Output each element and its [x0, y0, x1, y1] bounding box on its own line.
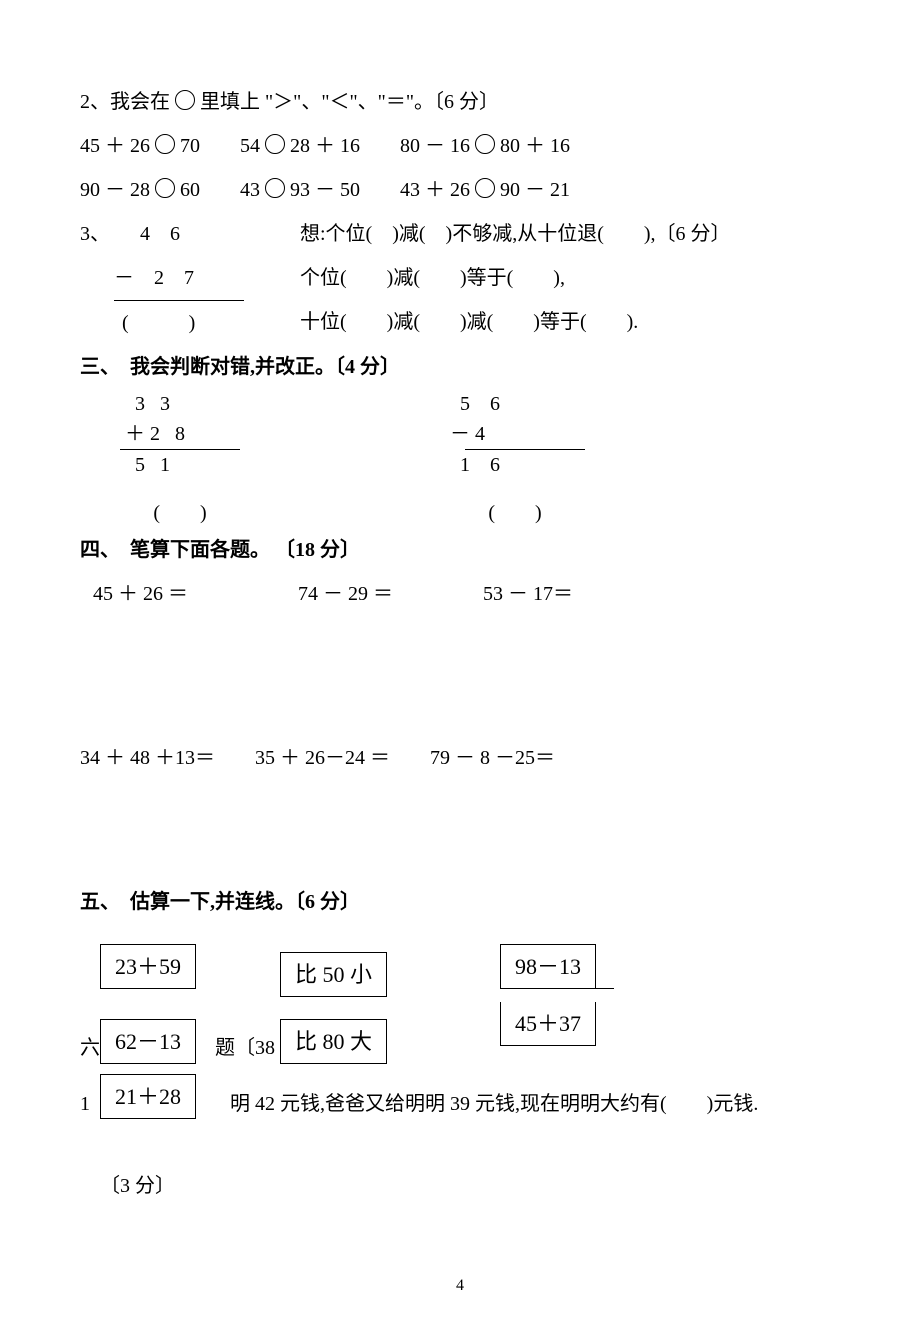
- calc-a: 3 3 ＋ 2 8 5 1 ( ): [120, 389, 240, 528]
- q4-workspace1: [80, 616, 840, 736]
- calc-a-r3: 5 1: [120, 450, 240, 480]
- calc-b-r3: 1 6: [445, 450, 585, 480]
- q5-boxes: 23＋59 62－13 21＋28 比 50 小 比 80 大 98－13 45…: [80, 944, 840, 1164]
- section-3-title: 三、 我会判断对错,并改正。〔4 分〕: [80, 345, 840, 389]
- q3-ans: ( ): [122, 312, 195, 334]
- calc-b-slot: ( ): [445, 498, 585, 528]
- q4-r2a: 34 ＋ 48 ＋13＝: [80, 747, 215, 769]
- q4-row1: 45 ＋ 26 ＝ 74 － 29 ＝ 53 － 17＝: [80, 572, 840, 616]
- q2-r1c: 54: [240, 135, 265, 157]
- calc-a-r1: 3 3: [120, 389, 240, 419]
- q4-r1a: 45 ＋ 26 ＝: [93, 583, 188, 605]
- q2-row1: 45 ＋ 26 70 54 28 ＋ 16 80 － 16 80 ＋ 16: [80, 124, 840, 168]
- section-4-title: 四、 笔算下面各题。 〔18 分〕: [80, 528, 840, 572]
- q3-op: － 2 7: [114, 267, 194, 289]
- circle-icon: [265, 178, 285, 198]
- q4-r2c: 79 － 8 －25＝: [430, 747, 555, 769]
- circle-icon: [475, 134, 495, 154]
- q2-fill: 里填上 "＞"、"＜"、"＝"。〔6 分〕: [200, 91, 499, 113]
- q-san-calcs: 3 3 ＋ 2 8 5 1 ( ) 5 6 － 4 1 6 ( ): [80, 389, 840, 528]
- q3-top: 4 6: [140, 223, 180, 245]
- q2-r2d: 93 － 50: [285, 179, 360, 201]
- q3-lead: 3、: [80, 223, 110, 245]
- q4-r1c: 53 － 17＝: [483, 583, 573, 605]
- box-b2: 比 80 大: [280, 1019, 387, 1064]
- box-c-divider: [500, 988, 614, 989]
- q2-r2a: 90 － 28: [80, 179, 155, 201]
- calc-b: 5 6 － 4 1 6 ( ): [445, 389, 585, 528]
- q2-r2b: 60: [175, 179, 200, 201]
- box-a1: 23＋59: [100, 944, 196, 989]
- q2-r1e: 80 － 16: [400, 135, 475, 157]
- circle-icon: [175, 90, 195, 110]
- q2-r1f: 80 ＋ 16: [495, 135, 570, 157]
- section-5-title: 五、 估算一下,并连线。〔6 分〕: [80, 880, 840, 924]
- q4-r2b: 35 ＋ 26－24 ＝: [255, 747, 390, 769]
- q2-r2f: 90 － 21: [495, 179, 570, 201]
- page-number: 4: [80, 1268, 840, 1303]
- circle-icon: [475, 178, 495, 198]
- q2-row2: 90 － 28 60 43 93 － 50 43 ＋ 26 90 － 21: [80, 168, 840, 212]
- q4-row2: 34 ＋ 48 ＋13＝ 35 ＋ 26－24 ＝ 79 － 8 －25＝: [80, 736, 840, 780]
- q2-r1a: 45 ＋ 26: [80, 135, 155, 157]
- q2-r1d: 28 ＋ 16: [285, 135, 360, 157]
- q3: 3、 4 6 － 2 7 ( ) 想:个位( )减( )不够减,从十位退( ),〔…: [80, 212, 840, 345]
- box-c2: 45＋37: [500, 1002, 596, 1046]
- circle-icon: [265, 134, 285, 154]
- box-a2: 62－13: [100, 1019, 196, 1064]
- q2-lead: 2、我会在: [80, 91, 170, 113]
- q2-r2c: 43: [240, 179, 265, 201]
- calc-b-r2: － 4: [445, 419, 585, 449]
- q2-r1b: 70: [175, 135, 200, 157]
- box-b1: 比 50 小: [280, 952, 387, 997]
- q3-think3: 十位( )减( )减( )等于( ).: [300, 300, 840, 344]
- q3-think1: 想:个位( )减( )不够减,从十位退( ),〔6 分〕: [300, 212, 840, 256]
- circle-icon: [155, 178, 175, 198]
- overlay2: 题〔38: [215, 1026, 275, 1070]
- q2-stem: 2、我会在 里填上 "＞"、"＜"、"＝"。〔6 分〕: [80, 80, 840, 124]
- q4-r1b: 74 － 29 ＝: [298, 583, 393, 605]
- calc-b-r1: 5 6: [445, 389, 585, 419]
- q4-workspace2: [80, 780, 840, 880]
- q2-r2e: 43 ＋ 26: [400, 179, 475, 201]
- box-c1: 98－13: [500, 944, 596, 989]
- overlay-line: 1 明 42 元钱,爸爸又给明明 39 元钱,现在明明大约有( )元钱.: [80, 1082, 758, 1126]
- circle-icon: [155, 134, 175, 154]
- overlay1: 六: [80, 1026, 100, 1070]
- calc-a-r2: ＋ 2 8: [120, 419, 240, 449]
- calc-a-slot: ( ): [120, 498, 240, 528]
- q3-think2: 个位( )减( )等于( ),: [300, 256, 840, 300]
- tail-note: 〔3 分〕: [80, 1164, 840, 1208]
